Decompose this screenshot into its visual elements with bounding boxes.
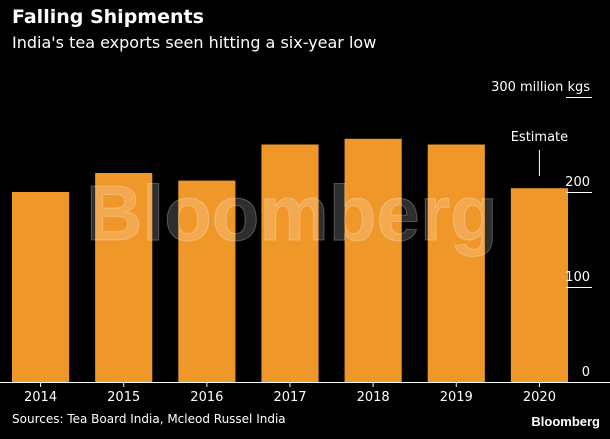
bar-2018	[344, 138, 402, 382]
bar-2016	[178, 180, 236, 382]
x-tick-label-2017: 2017	[273, 390, 306, 405]
y-tick-label-0: 0	[582, 365, 590, 380]
bar-2015	[95, 173, 153, 382]
bar-2020	[510, 188, 568, 382]
bar-2017	[261, 144, 319, 382]
y-tick-label-300: 300 million kgs	[491, 80, 590, 95]
svg-text:Bloomberg: Bloomberg	[86, 169, 498, 257]
x-tick-label-2015: 2015	[107, 390, 140, 405]
chart-title: Falling Shipments	[12, 6, 204, 28]
x-tick-label-2019: 2019	[440, 390, 473, 405]
x-tick-label-2016: 2016	[190, 390, 223, 405]
bar-2019	[427, 144, 485, 382]
annotation-estimate: Estimate	[511, 130, 568, 145]
bar-2014	[12, 192, 70, 382]
bloomberg-logo: Bloomberg	[531, 414, 600, 429]
y-tick-label-200: 200	[565, 175, 590, 190]
x-tick-label-2020: 2020	[523, 390, 556, 405]
y-tick-label-100: 100	[565, 270, 590, 285]
chart-subtitle: India's tea exports seen hitting a six-y…	[12, 33, 377, 52]
x-tick-label-2018: 2018	[357, 390, 390, 405]
source-note: Sources: Tea Board India, Mcleod Russel …	[12, 412, 286, 426]
x-tick-label-2014: 2014	[24, 390, 57, 405]
